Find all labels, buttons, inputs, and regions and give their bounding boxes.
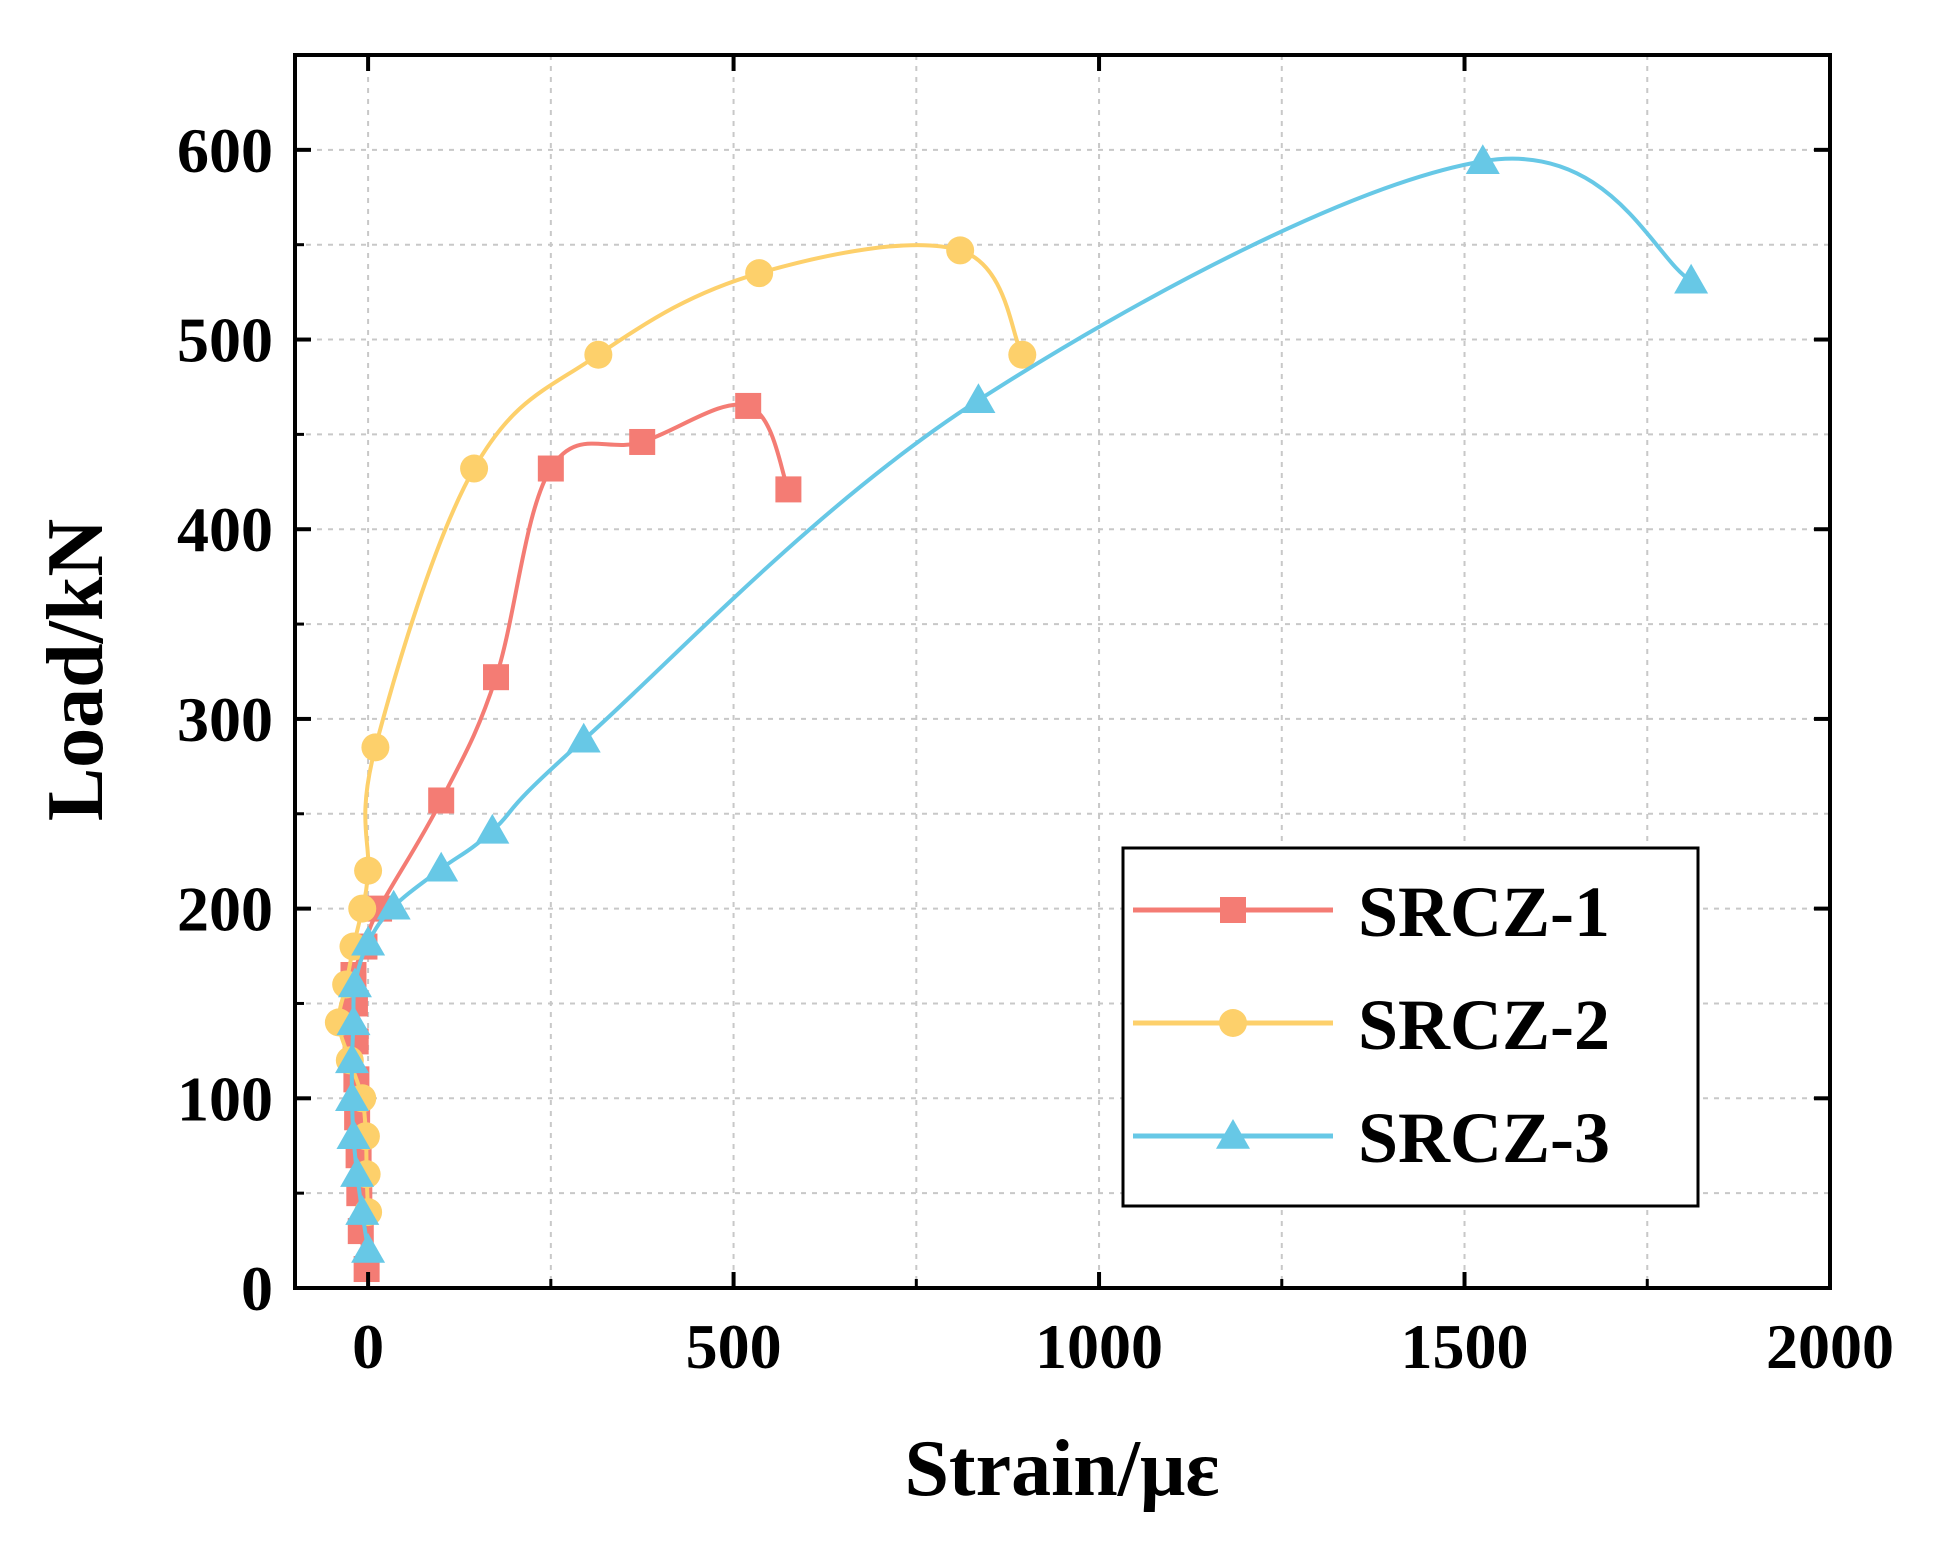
series-layer xyxy=(324,144,1709,1283)
data-point xyxy=(348,894,377,923)
data-point xyxy=(345,1195,380,1225)
x-tick-label: 1500 xyxy=(1401,1311,1529,1382)
data-point xyxy=(629,428,656,455)
legend-item: SRCZ-2 xyxy=(1133,985,1610,1065)
y-tick-label: 0 xyxy=(241,1253,273,1324)
data-point xyxy=(961,383,996,413)
data-point xyxy=(483,664,510,691)
x-tick-label: 1000 xyxy=(1035,1311,1163,1382)
series-srcz-3 xyxy=(335,144,1709,1263)
data-point xyxy=(335,1043,370,1074)
y-tick-label: 100 xyxy=(177,1063,273,1134)
data-point xyxy=(735,392,762,419)
legend-marker xyxy=(1220,897,1246,923)
y-axis-title: Load/kN xyxy=(32,519,120,821)
y-tick-label: 500 xyxy=(177,305,273,376)
data-point xyxy=(337,967,372,998)
data-point xyxy=(775,476,802,503)
data-point xyxy=(335,1081,370,1112)
data-point xyxy=(424,851,459,882)
legend-marker xyxy=(1219,1009,1247,1037)
axes xyxy=(293,53,1832,1290)
y-tick-label: 200 xyxy=(177,874,273,945)
series-srcz-2 xyxy=(324,236,1037,1227)
data-point xyxy=(354,856,383,885)
data-point xyxy=(1008,340,1037,369)
legend-item: SRCZ-1 xyxy=(1133,872,1610,952)
series-srcz-1 xyxy=(340,392,802,1283)
legend: SRCZ-1 SRCZ-2 SRCZ-3 xyxy=(1121,846,1700,1208)
legend-label: SRCZ-2 xyxy=(1358,985,1610,1065)
legend-label: SRCZ-1 xyxy=(1358,872,1610,952)
legend-label: SRCZ-3 xyxy=(1358,1098,1610,1178)
data-point xyxy=(351,1233,386,1263)
data-point xyxy=(745,259,774,288)
legend-marker xyxy=(1216,1119,1250,1149)
data-point xyxy=(1465,144,1500,174)
data-point xyxy=(584,340,613,369)
x-axis-title: Strain/με xyxy=(904,1425,1219,1513)
data-point xyxy=(460,454,489,483)
x-tick-label: 500 xyxy=(686,1311,782,1382)
data-point xyxy=(376,889,411,920)
series-line xyxy=(350,402,791,1270)
data-point xyxy=(566,722,601,753)
y-tick-label: 400 xyxy=(177,494,273,565)
data-point xyxy=(537,455,564,482)
data-point xyxy=(336,1005,371,1036)
series-line xyxy=(336,243,1025,1213)
data-point xyxy=(428,787,455,814)
data-point xyxy=(946,236,975,265)
legend-item: SRCZ-3 xyxy=(1133,1098,1610,1178)
data-point xyxy=(351,925,386,956)
data-point xyxy=(475,813,510,844)
x-tick-label: 2000 xyxy=(1766,1311,1894,1382)
ticks: 0 500 1000 1500 2000 0 100 200 300 400 500 600 xyxy=(177,55,1894,1382)
data-point xyxy=(340,1157,375,1187)
x-tick-label: 0 xyxy=(352,1311,384,1382)
y-tick-label: 300 xyxy=(177,684,273,755)
data-point xyxy=(336,1119,371,1149)
data-point xyxy=(1674,263,1709,294)
plot-frame xyxy=(293,53,1832,1290)
data-point xyxy=(361,733,390,762)
y-tick-label: 600 xyxy=(177,115,273,186)
